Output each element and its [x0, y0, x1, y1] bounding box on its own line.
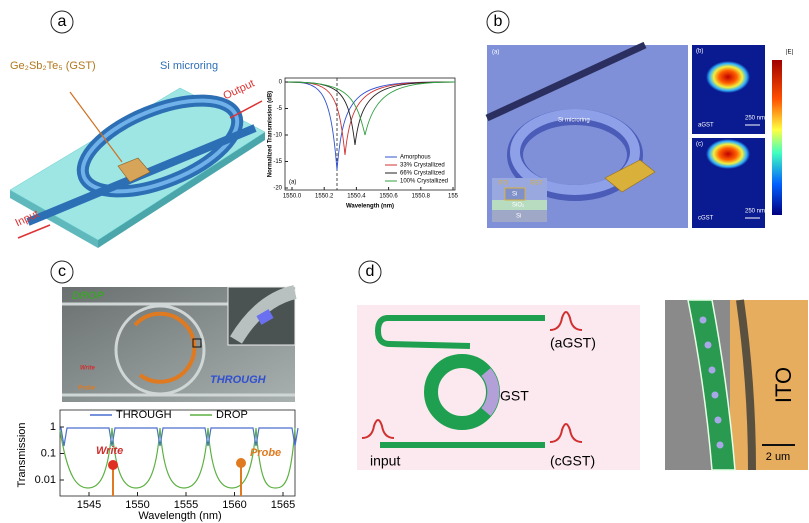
- x-tick-label: 1545: [77, 499, 101, 511]
- shape: [709, 367, 716, 374]
- field: [706, 61, 750, 93]
- panel-label: d: [366, 263, 375, 280]
- legend-label: DROP: [216, 409, 248, 421]
- annotation: cGST: [698, 216, 714, 222]
- tag: (b): [696, 49, 703, 55]
- shape: 1550.0 1550.2 1550.4 1550.6 1550.8 155: [283, 187, 459, 200]
- annotation: Write: [80, 366, 96, 372]
- x-axis-label: Wavelength (nm): [346, 204, 394, 210]
- scale-label: 2 um: [766, 451, 790, 463]
- y-tick-label: -5: [277, 106, 283, 112]
- annotation: Si: [516, 214, 521, 220]
- y-axis-label: Normalized Transmission (dB): [268, 91, 274, 177]
- annotation: Output: [221, 78, 256, 103]
- figure: a b c d Ge₂Sb₂Te₅ (GST) Si microring Out…: [0, 0, 809, 523]
- annotation: Write: [96, 445, 123, 457]
- tag: (c): [696, 142, 703, 148]
- annotation: GST: [500, 388, 529, 404]
- legend-label: 33% Crystallized: [400, 163, 445, 169]
- annotation: Si microring: [558, 118, 590, 124]
- annotation: input: [370, 453, 400, 469]
- y-tick-label: 0.1: [41, 447, 56, 459]
- field: [706, 139, 750, 169]
- x-tick-label: 1565: [271, 499, 295, 511]
- y-tick-label: -15: [273, 159, 282, 165]
- panel-label: c: [58, 263, 66, 280]
- shape: THROUGH DROP: [90, 409, 248, 421]
- micrograph-c: DROP Write Probe THROUGH: [62, 287, 295, 402]
- annotation: GST: [530, 181, 543, 187]
- x-tick-label: 1550.0: [283, 194, 302, 200]
- y-tick-label: -10: [273, 133, 282, 139]
- y-tick-label: 0: [279, 80, 283, 86]
- x-tick-label: 155: [448, 194, 459, 200]
- legend-label: Amorphous: [400, 155, 431, 161]
- annotation: Input: [13, 208, 40, 229]
- shape: [712, 392, 719, 399]
- annotation: Probe: [250, 447, 281, 459]
- annotation: ITO: [498, 181, 508, 187]
- marker: [236, 458, 246, 468]
- shape: [715, 417, 722, 424]
- y-tick-label: 1: [50, 421, 56, 433]
- colorbar: [772, 60, 782, 215]
- x-tick-label: 1550.4: [347, 194, 366, 200]
- x-axis-label: Wavelength (nm): [138, 510, 221, 522]
- shape: [705, 342, 712, 349]
- marker: [108, 460, 118, 470]
- annotation: Si: [512, 192, 517, 198]
- annotation: Ge₂Sb₂Te₅ (GST): [10, 60, 96, 72]
- annotation: DROP: [72, 290, 104, 302]
- shape: [717, 442, 724, 449]
- x-tick-label: 1560: [222, 499, 246, 511]
- device-a: Ge₂Sb₂Te₅ (GST) Si microring Output Inpu…: [10, 60, 265, 248]
- tag: (a): [492, 50, 499, 56]
- annotation: (cGST): [550, 453, 595, 469]
- plot-c: 10.10.0115451550155515601565THROUGHDROP …: [16, 409, 298, 522]
- panel-b: (a) Si microring ITO GST Si SiO₂ Si (b) …: [487, 45, 794, 228]
- y-axis-label: Transmission: [16, 423, 28, 488]
- scale-label: 250 nm: [745, 209, 765, 215]
- legend-label: 66% Crystallized: [400, 171, 445, 177]
- shape: 0 -5 -10 -15 -20: [273, 80, 288, 192]
- annotation: Probe: [78, 386, 96, 392]
- panel-label: a: [58, 13, 67, 30]
- x-tick-label: 1550.6: [379, 194, 398, 200]
- annotation: ITO: [771, 367, 796, 403]
- y-tick-label: 0.01: [35, 474, 56, 486]
- annotation: SiO₂: [512, 203, 525, 209]
- shape: [700, 317, 707, 324]
- curve: [285, 82, 455, 145]
- curve: [60, 428, 298, 446]
- panel-label: b: [494, 13, 503, 30]
- x-tick-label: 1550.8: [412, 194, 431, 200]
- y-tick-label: -20: [273, 186, 282, 192]
- shape: Amorphous 33% Crystallized 66% Crystallize…: [385, 155, 448, 185]
- annotation: Si microring: [160, 60, 218, 72]
- x-tick-label: 1550.2: [315, 194, 334, 200]
- legend-label: 100% Crystallized: [400, 179, 448, 185]
- plot-tag: (a): [289, 180, 296, 186]
- annotation: (aGST): [550, 335, 596, 351]
- panel-d: (aGST) GST input (cGST) ITO 2 um: [357, 300, 808, 470]
- annotation: aGST: [698, 123, 714, 129]
- scale-label: 250 nm: [745, 116, 765, 122]
- annotation: THROUGH: [210, 374, 267, 386]
- legend-label: THROUGH: [116, 409, 172, 421]
- colorbar-label: |E|: [786, 50, 794, 56]
